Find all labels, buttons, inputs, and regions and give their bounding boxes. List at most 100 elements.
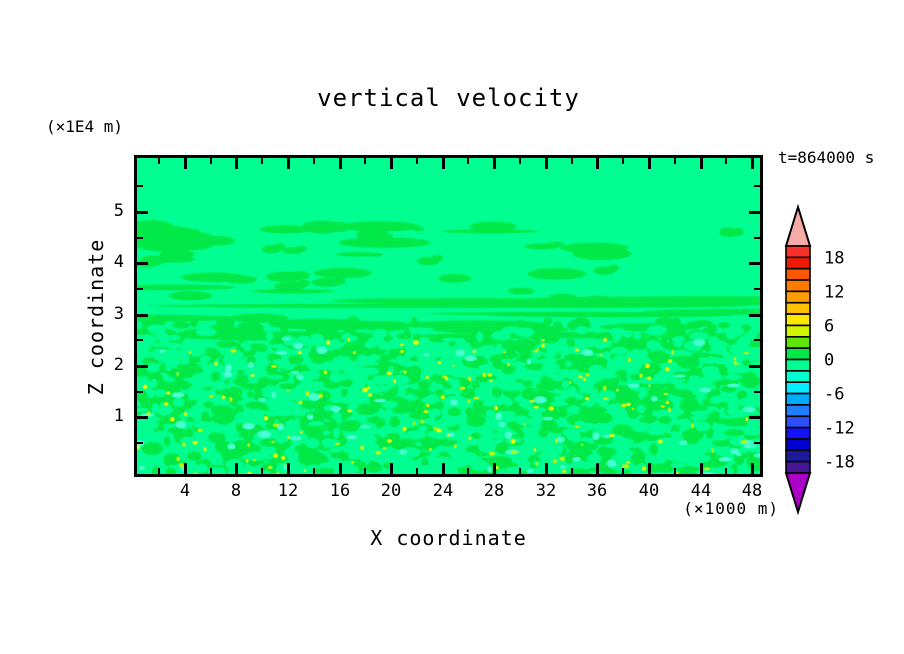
tick-mark	[137, 211, 148, 214]
y-tick-label: 1	[113, 406, 124, 426]
tick-mark	[493, 158, 496, 169]
tick-mark	[158, 468, 160, 474]
colorbar-segment	[785, 370, 811, 384]
x-tick-label: 20	[380, 481, 402, 501]
tick-mark	[545, 158, 548, 169]
x-tick-label: 44	[690, 481, 712, 501]
tick-mark	[287, 158, 290, 169]
tick-mark	[442, 158, 445, 169]
tick-mark	[749, 211, 760, 214]
tick-mark	[137, 288, 143, 290]
tick-mark	[648, 463, 651, 474]
tick-mark	[339, 463, 342, 474]
x-tick-label: 4	[179, 481, 191, 501]
tick-mark	[137, 391, 143, 393]
colorbar-label: 0	[824, 351, 834, 371]
colorbar-segment	[785, 267, 811, 281]
tick-mark	[390, 463, 393, 474]
x-tick-label: 40	[638, 481, 660, 501]
tick-mark	[725, 158, 727, 164]
tick-mark	[210, 468, 212, 474]
x-tick-label: 16	[329, 481, 351, 501]
colorbar-over-arrow	[784, 203, 812, 247]
tick-mark	[442, 463, 445, 474]
colorbar-label: -12	[824, 419, 855, 439]
tick-mark	[749, 262, 760, 265]
tick-mark	[235, 463, 238, 474]
tick-mark	[519, 158, 521, 164]
tick-mark	[749, 314, 760, 317]
colorbar-segment	[785, 324, 811, 338]
tick-mark	[137, 339, 143, 341]
tick-mark	[137, 416, 148, 419]
colorbar-segment	[785, 313, 811, 327]
tick-mark	[519, 468, 521, 474]
colorbar-segment	[785, 415, 811, 429]
colorbar-label: 12	[824, 282, 844, 302]
tick-mark	[137, 237, 143, 239]
tick-mark	[137, 442, 143, 444]
tick-mark	[545, 463, 548, 474]
y-tick-label: 2	[113, 355, 124, 375]
colorbar-segment	[785, 245, 811, 259]
colorbar-label: -6	[824, 385, 844, 405]
y-tick-label: 3	[113, 304, 124, 324]
time-annotation: t=864000 s	[778, 148, 875, 167]
tick-mark	[754, 237, 760, 239]
colorbar-segment	[785, 301, 811, 315]
tick-mark	[184, 463, 187, 474]
tick-mark	[754, 288, 760, 290]
tick-mark	[390, 158, 393, 169]
tick-mark	[749, 416, 760, 419]
tick-mark	[137, 365, 148, 368]
tick-mark	[235, 158, 238, 169]
tick-mark	[571, 468, 573, 474]
y-tick-label: 5	[113, 201, 124, 221]
contour-field-canvas	[137, 158, 760, 474]
tick-mark	[467, 468, 469, 474]
tick-mark	[137, 314, 148, 317]
tick-mark	[184, 158, 187, 169]
x-tick-label: 32	[535, 481, 557, 501]
tick-mark	[416, 468, 418, 474]
colorbar-segment	[785, 358, 811, 372]
tick-mark	[137, 185, 143, 187]
tick-mark	[339, 158, 342, 169]
y-axis-unit: (×1E4 m)	[46, 117, 124, 136]
tick-mark	[596, 463, 599, 474]
tick-mark	[674, 158, 676, 164]
tick-mark	[364, 468, 366, 474]
tick-mark	[749, 365, 760, 368]
tick-mark	[261, 158, 263, 164]
tick-mark	[571, 158, 573, 164]
x-tick-label: 28	[483, 481, 505, 501]
y-tick-label: 4	[113, 252, 124, 272]
tick-mark	[725, 468, 727, 474]
colorbar: 18 12 6 0 -6 -12 -18	[784, 203, 855, 516]
tick-mark	[210, 158, 212, 164]
colorbar-label: 6	[824, 316, 834, 336]
colorbar-segment	[785, 449, 811, 463]
x-tick-label: 48	[741, 481, 763, 501]
colorbar-segment	[785, 279, 811, 293]
tick-mark	[622, 158, 624, 164]
colorbar-segment	[785, 290, 811, 304]
colorbar-segment	[785, 404, 811, 418]
colorbar-label: 18	[824, 248, 844, 268]
colorbar-segment	[785, 392, 811, 406]
plot-area	[134, 155, 763, 477]
colorbar-under-arrow	[784, 472, 812, 516]
tick-mark	[622, 468, 624, 474]
tick-mark	[754, 185, 760, 187]
colorbar-segment	[785, 438, 811, 452]
x-tick-label: 24	[432, 481, 454, 501]
tick-mark	[596, 158, 599, 169]
tick-mark	[493, 463, 496, 474]
tick-mark	[648, 158, 651, 169]
tick-mark	[754, 442, 760, 444]
tick-mark	[700, 463, 703, 474]
x-axis-title: X coordinate	[370, 526, 527, 550]
x-axis-unit: (×1000 m)	[683, 499, 779, 518]
colorbar-segment	[785, 460, 811, 474]
colorbar-segment	[785, 426, 811, 440]
